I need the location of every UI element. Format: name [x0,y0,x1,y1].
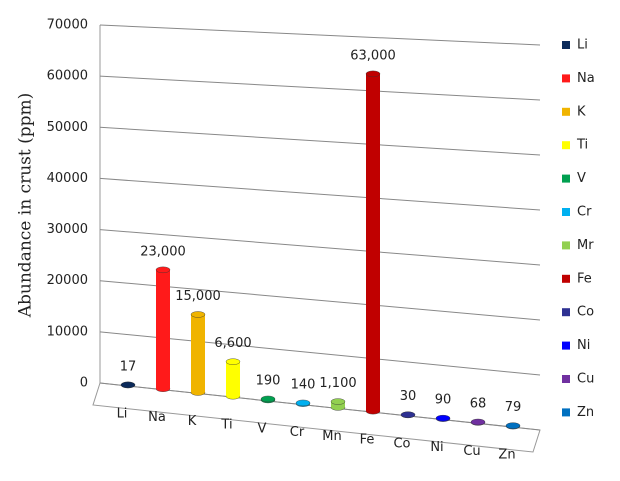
bar-top [436,415,450,421]
bar [226,362,240,397]
legend-swatch [562,408,570,416]
value-label: 140 [291,377,316,392]
legend-swatch [562,141,570,149]
x-tick-label: Cr [290,425,305,440]
value-label: 6,600 [214,336,251,351]
y-tick-label: 50000 [47,120,88,135]
x-tick-label: Ti [220,418,232,433]
bar [156,270,170,389]
value-label: 68 [470,397,487,412]
value-label: 30 [400,389,417,404]
bar-top [156,267,170,273]
legend-label: Ti [576,138,588,153]
y-tick-label: 0 [80,376,88,391]
value-label: 1,100 [319,376,356,391]
bar-top [506,423,520,429]
legend-label: Cr [577,205,592,220]
legend-label: Zn [577,405,594,420]
grid-line [100,25,540,45]
value-label: 23,000 [140,244,186,259]
legend-swatch [562,241,570,249]
bar-top [331,399,345,405]
bar-top [226,359,240,365]
y-axis-label: Abundance in crust (ppm) [16,93,36,319]
x-tick-label: K [188,414,197,429]
value-label: 90 [435,393,452,408]
bar-top [261,396,275,402]
value-label: 17 [120,359,137,374]
legend-label: Co [577,305,594,320]
legend-label: Na [577,71,595,86]
bar [191,314,205,392]
legend-label: Mr [577,238,594,253]
legend-swatch [562,41,570,49]
bar-top [191,311,205,317]
legend-label: V [577,171,586,186]
value-label: 15,000 [175,289,221,304]
value-label: 63,000 [350,48,396,63]
bar-top [401,412,415,418]
grid-line [100,76,540,100]
legend-swatch [562,375,570,383]
y-tick-label: 40000 [47,171,88,186]
x-tick-label: Ni [430,440,443,455]
x-tick-label: Mn [322,429,341,444]
y-tick-label: 60000 [47,69,88,84]
x-tick-label: Co [393,436,410,451]
legend-swatch [562,74,570,82]
legend-label: Li [577,38,588,53]
bar-top [366,71,380,77]
bar [366,74,380,411]
y-tick-label: 20000 [47,273,88,288]
grid-line [100,127,540,155]
bar-top [471,419,485,425]
y-tick-label: 70000 [47,18,88,33]
legend-swatch [562,108,570,116]
legend-label: K [577,104,586,119]
legend-swatch [562,208,570,216]
legend-swatch [562,342,570,350]
grid-line [100,178,540,210]
legend-label: Cu [577,372,594,387]
x-tick-label: Zn [498,448,515,463]
legend-label: Fe [577,271,592,286]
x-tick-label: Cu [463,444,480,459]
x-tick-label: Fe [360,433,375,448]
bar-top [121,382,135,388]
legend-swatch [562,175,570,183]
x-tick-label: V [258,421,267,436]
x-tick-label: Na [148,410,166,425]
y-tick-label: 10000 [47,324,88,339]
y-tick-label: 30000 [47,222,88,237]
x-tick-label: Li [117,406,128,421]
legend-swatch [562,308,570,316]
value-label: 79 [505,400,522,415]
value-label: 190 [256,373,281,388]
bar-top [296,400,310,406]
legend-swatch [562,275,570,283]
legend-label: Ni [577,338,590,353]
